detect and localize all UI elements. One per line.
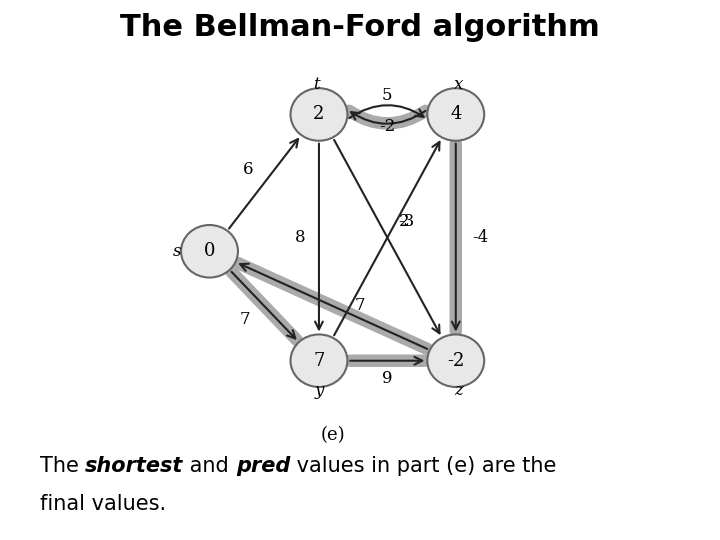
Text: 0: 0 xyxy=(204,242,215,260)
Ellipse shape xyxy=(181,225,238,278)
Text: y: y xyxy=(314,382,324,399)
Text: 2: 2 xyxy=(313,105,325,124)
Text: s: s xyxy=(172,243,181,260)
Ellipse shape xyxy=(290,88,348,141)
Text: 8: 8 xyxy=(294,229,305,246)
Text: -4: -4 xyxy=(472,229,488,246)
Text: 5: 5 xyxy=(382,87,392,104)
Text: 7: 7 xyxy=(313,352,325,370)
Text: The: The xyxy=(40,456,85,476)
Ellipse shape xyxy=(290,334,348,387)
Text: -3: -3 xyxy=(398,213,415,230)
Text: t: t xyxy=(313,76,320,93)
Ellipse shape xyxy=(427,334,485,387)
Text: 6: 6 xyxy=(243,161,253,178)
Text: shortest: shortest xyxy=(85,456,184,476)
Text: 7: 7 xyxy=(355,298,365,314)
Text: (e): (e) xyxy=(320,426,345,443)
Text: final values.: final values. xyxy=(40,494,166,514)
Text: 4: 4 xyxy=(450,105,462,124)
Ellipse shape xyxy=(427,88,485,141)
Text: 7: 7 xyxy=(240,311,251,328)
Text: z: z xyxy=(454,382,463,399)
Text: 2: 2 xyxy=(398,213,409,230)
Text: -2: -2 xyxy=(379,118,395,135)
Text: values in part (e) are the: values in part (e) are the xyxy=(290,456,557,476)
Text: -2: -2 xyxy=(447,352,464,370)
Text: The Bellman-Ford algorithm: The Bellman-Ford algorithm xyxy=(120,14,600,43)
Text: and: and xyxy=(184,456,236,476)
Text: x: x xyxy=(454,76,463,93)
Text: pred: pred xyxy=(236,456,290,476)
Text: 9: 9 xyxy=(382,370,392,387)
